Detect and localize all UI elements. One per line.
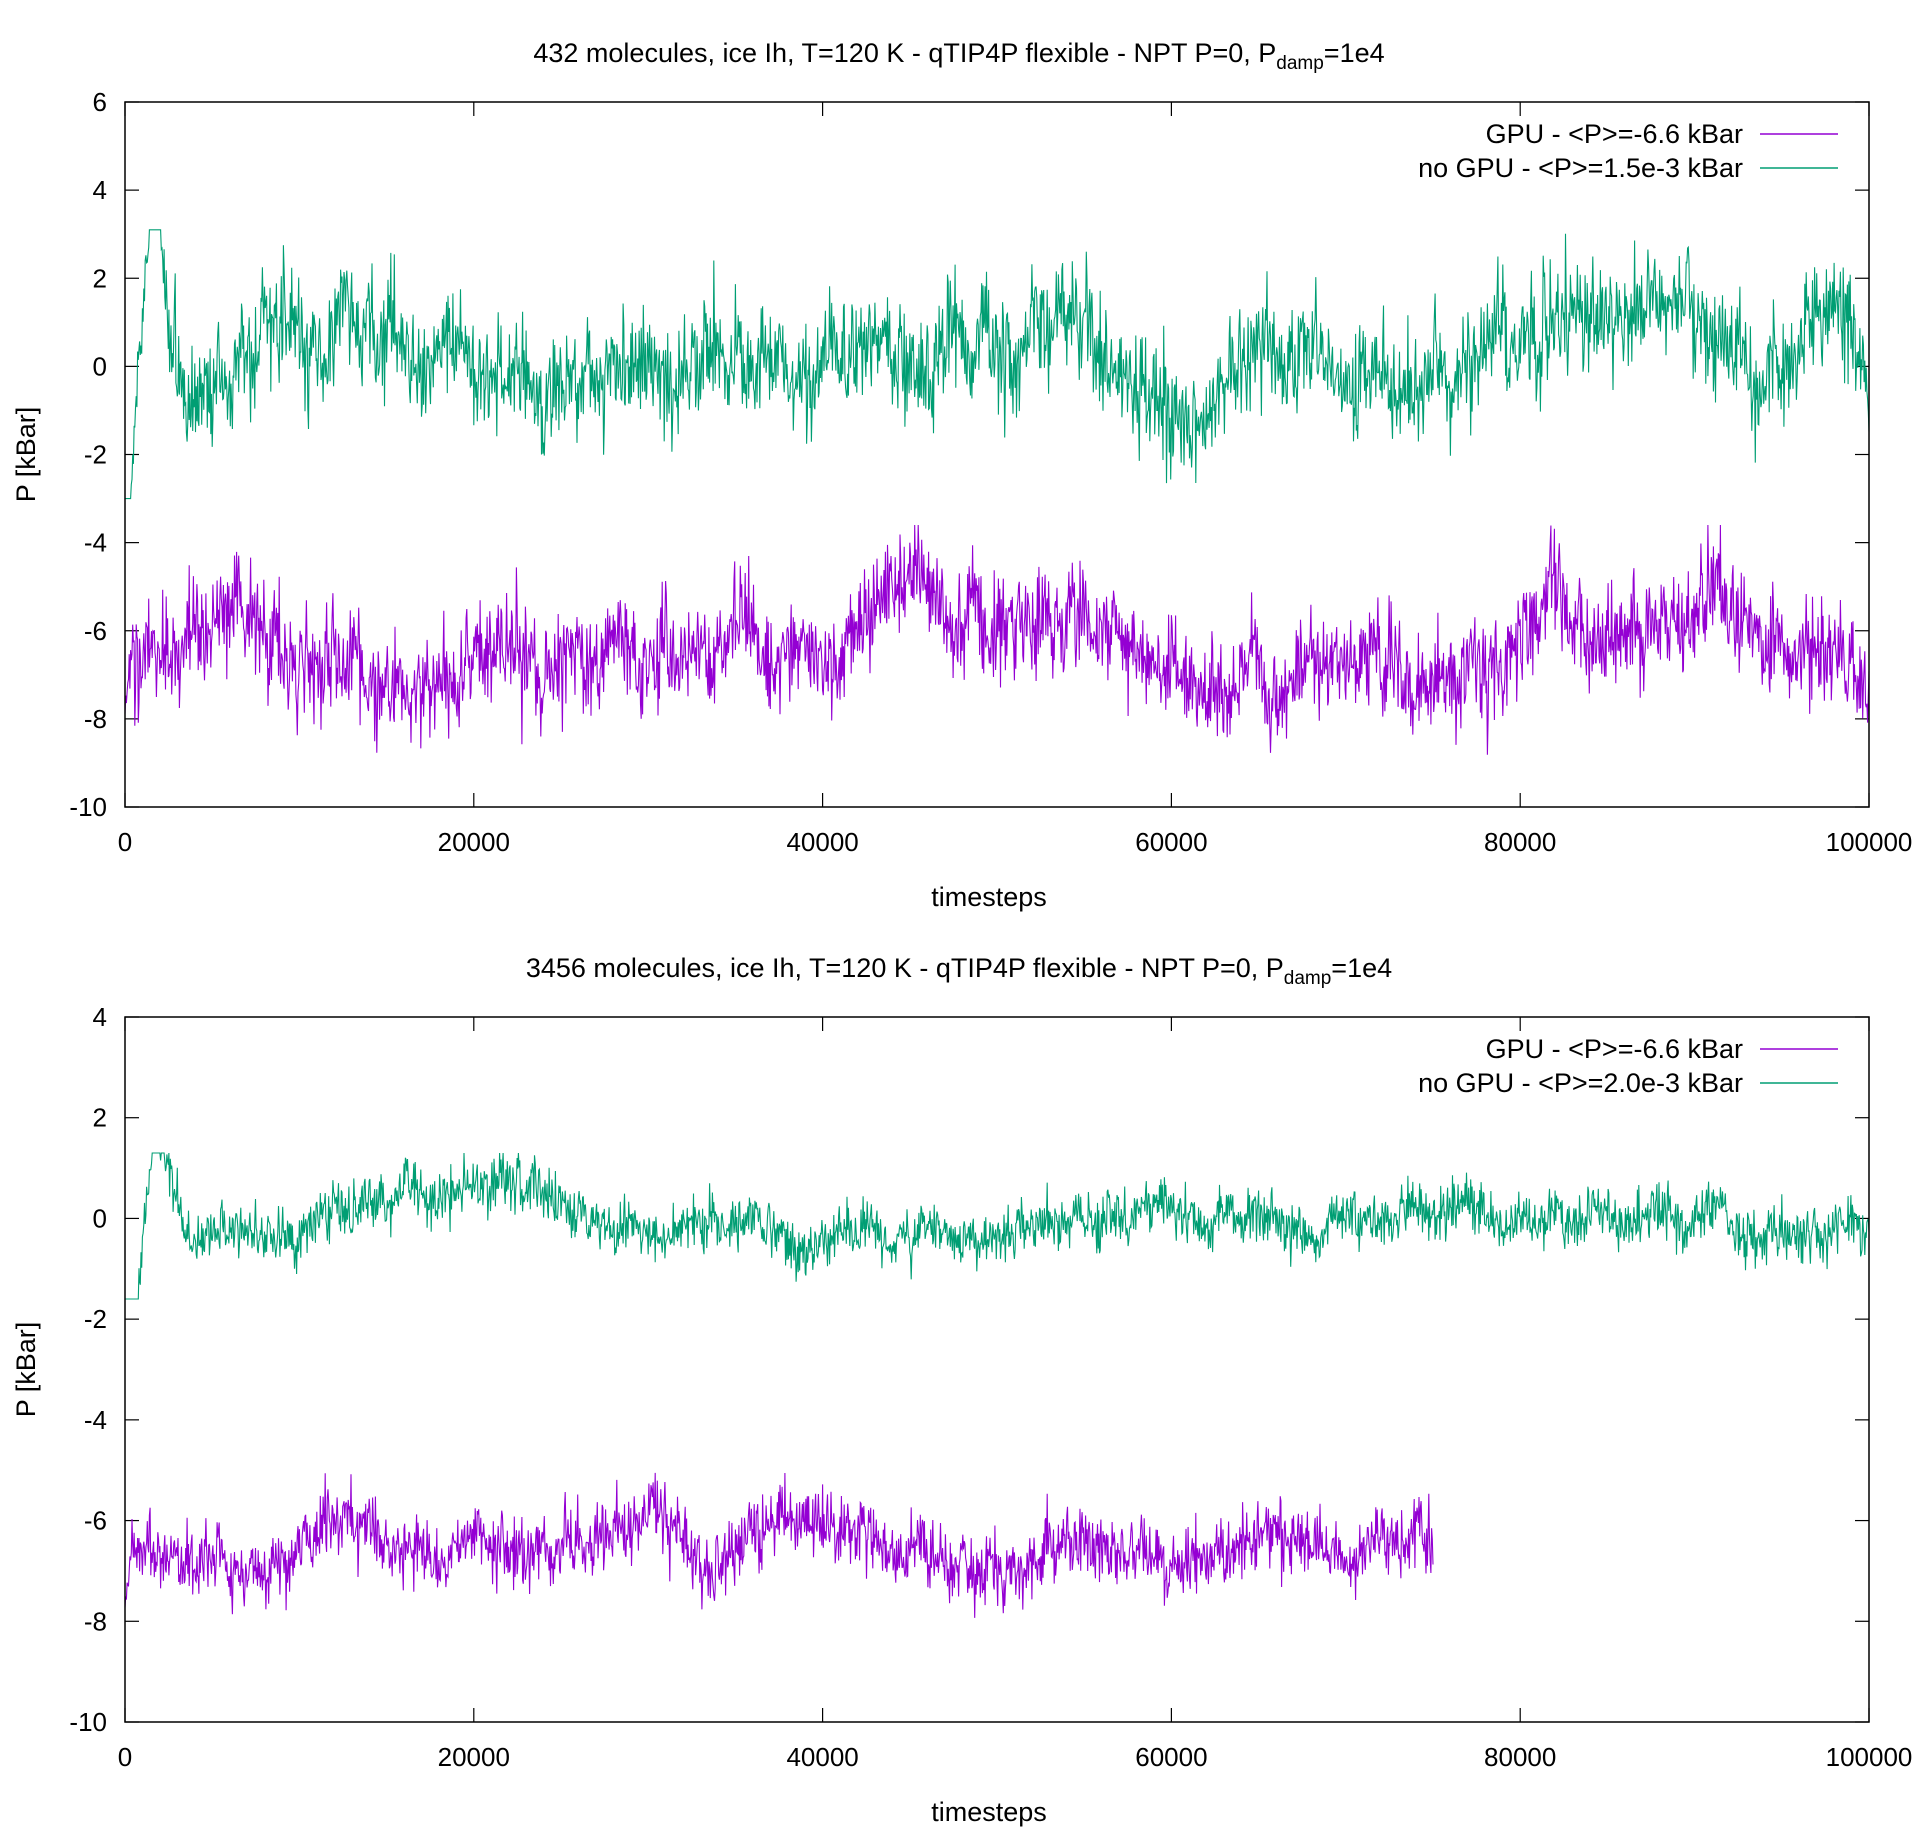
chart-title-subscript: damp — [1283, 968, 1332, 989]
y-tick: -8 — [84, 704, 1869, 734]
x-tick: 60000 — [1135, 102, 1208, 857]
x-axis-label: timesteps — [931, 1797, 1047, 1827]
y-tick-label: -2 — [84, 440, 107, 470]
y-axis-label: P [kBar] — [11, 1322, 41, 1418]
y-tick-label: -10 — [69, 1707, 107, 1737]
y-tick-label: -8 — [84, 704, 107, 734]
chart-title-subscript: damp — [1276, 53, 1324, 74]
chart-title-suffix: =1e4 — [1331, 953, 1393, 983]
pressure-chart-432: 6 4 2 0 -2 -4 -6 -8 -10 0 20000 40000 60000 80000 1000… — [11, 87, 1913, 912]
legend-entry: GPU - <P>=-6.6 kBar — [1486, 119, 1838, 149]
chart-title-suffix: =1e4 — [1323, 38, 1385, 68]
y-tick-label: -6 — [84, 616, 107, 646]
legend-label: GPU - <P>=-6.6 kBar — [1486, 119, 1743, 149]
y-tick-label: -10 — [69, 792, 107, 822]
series-line — [125, 1152, 1870, 1300]
x-tick-label: 0 — [118, 1742, 132, 1772]
y-tick-label: -6 — [84, 1506, 107, 1536]
y-tick: 2 — [93, 1103, 1869, 1133]
y-tick-label: 6 — [93, 87, 107, 117]
legend-label: no GPU - <P>=1.5e-3 kBar — [1418, 153, 1743, 183]
y-tick: -4 — [84, 1405, 1869, 1435]
y-tick-label: 4 — [93, 1002, 107, 1032]
x-tick: 20000 — [438, 102, 510, 857]
x-tick: 40000 — [786, 1017, 859, 1772]
x-tick: 60000 — [1135, 1017, 1208, 1772]
x-tick-label: 20000 — [438, 827, 510, 857]
x-tick: 100000 — [1826, 1017, 1913, 1772]
x-tick-label: 80000 — [1484, 827, 1556, 857]
y-tick-label: 2 — [93, 1103, 107, 1133]
y-tick-label: 4 — [93, 175, 107, 205]
y-axis-label: P [kBar] — [11, 407, 41, 503]
y-tick: 2 — [93, 263, 1869, 293]
y-tick: -8 — [84, 1606, 1869, 1636]
x-tick-label: 100000 — [1826, 827, 1913, 857]
pressure-chart-3456: 4 2 0 -2 -4 -6 -8 -10 0 20000 40000 60000 80000 10000… — [11, 1002, 1913, 1827]
x-axis-label: timesteps — [931, 882, 1047, 912]
x-tick-label: 40000 — [786, 1742, 858, 1772]
y-tick-label: -4 — [84, 528, 107, 558]
y-tick: 4 — [93, 175, 1869, 205]
x-tick-label: 100000 — [1826, 1742, 1913, 1772]
series-line — [124, 524, 1870, 755]
legend-entry: no GPU - <P>=1.5e-3 kBar — [1418, 153, 1838, 183]
y-tick-label: -4 — [84, 1405, 107, 1435]
x-tick: 40000 — [786, 102, 859, 857]
x-tick-label: 60000 — [1135, 1742, 1207, 1772]
legend-entry: no GPU - <P>=2.0e-3 kBar — [1418, 1068, 1838, 1098]
y-tick: 0 — [93, 1203, 1869, 1233]
chart-title: 432 molecules, ice Ih, T=120 K - qTIP4P … — [0, 38, 1918, 75]
x-tick-label: 20000 — [438, 1742, 510, 1772]
y-tick-label: 0 — [93, 1203, 107, 1233]
y-tick: -2 — [84, 440, 1869, 470]
x-tick: 20000 — [438, 1017, 510, 1772]
x-tick: 80000 — [1484, 1017, 1556, 1772]
x-tick-label: 80000 — [1484, 1742, 1556, 1772]
legend-label: GPU - <P>=-6.6 kBar — [1486, 1034, 1743, 1064]
series-line — [125, 229, 1870, 500]
legend-label: no GPU - <P>=2.0e-3 kBar — [1418, 1068, 1743, 1098]
y-tick-label: 2 — [93, 263, 107, 293]
chart-title: 3456 molecules, ice Ih, T=120 K - qTIP4P… — [0, 953, 1918, 990]
y-tick-label: -8 — [84, 1606, 107, 1636]
plot-frame — [124, 1016, 1870, 1723]
legend-entry: GPU - <P>=-6.6 kBar — [1486, 1034, 1838, 1064]
chart-title-main: 432 molecules, ice Ih, T=120 K - qTIP4P … — [533, 38, 1277, 68]
y-tick: -2 — [84, 1304, 1869, 1334]
x-tick-label: 60000 — [1135, 827, 1207, 857]
series-line — [124, 1472, 1434, 1618]
y-tick-label: -2 — [84, 1304, 107, 1334]
plot-frame — [124, 101, 1870, 808]
y-tick: -4 — [84, 528, 1869, 558]
chart-title-main: 3456 molecules, ice Ih, T=120 K - qTIP4P… — [525, 953, 1284, 983]
x-tick: 80000 — [1484, 102, 1556, 857]
y-tick-label: 0 — [93, 351, 107, 381]
x-tick-label: 0 — [118, 827, 132, 857]
x-tick-label: 40000 — [786, 827, 858, 857]
